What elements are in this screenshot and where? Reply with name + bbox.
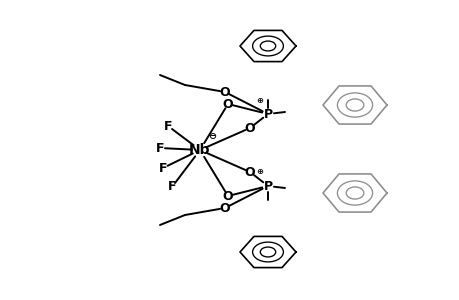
Text: P: P — [263, 179, 272, 193]
Text: F: F — [156, 142, 164, 154]
Text: O: O — [219, 202, 230, 214]
Text: Nb: Nb — [189, 143, 210, 157]
Text: O: O — [244, 122, 255, 134]
Text: F: F — [158, 161, 167, 175]
Text: O: O — [244, 166, 255, 178]
Text: ⊖: ⊖ — [207, 131, 216, 141]
Text: F: F — [168, 181, 176, 194]
Text: O: O — [222, 190, 233, 202]
Text: P: P — [263, 107, 272, 121]
Text: O: O — [219, 85, 230, 98]
Text: ⊕: ⊕ — [256, 167, 263, 176]
Text: F: F — [163, 119, 172, 133]
Text: O: O — [222, 98, 233, 110]
Text: ⊕: ⊕ — [256, 95, 263, 104]
